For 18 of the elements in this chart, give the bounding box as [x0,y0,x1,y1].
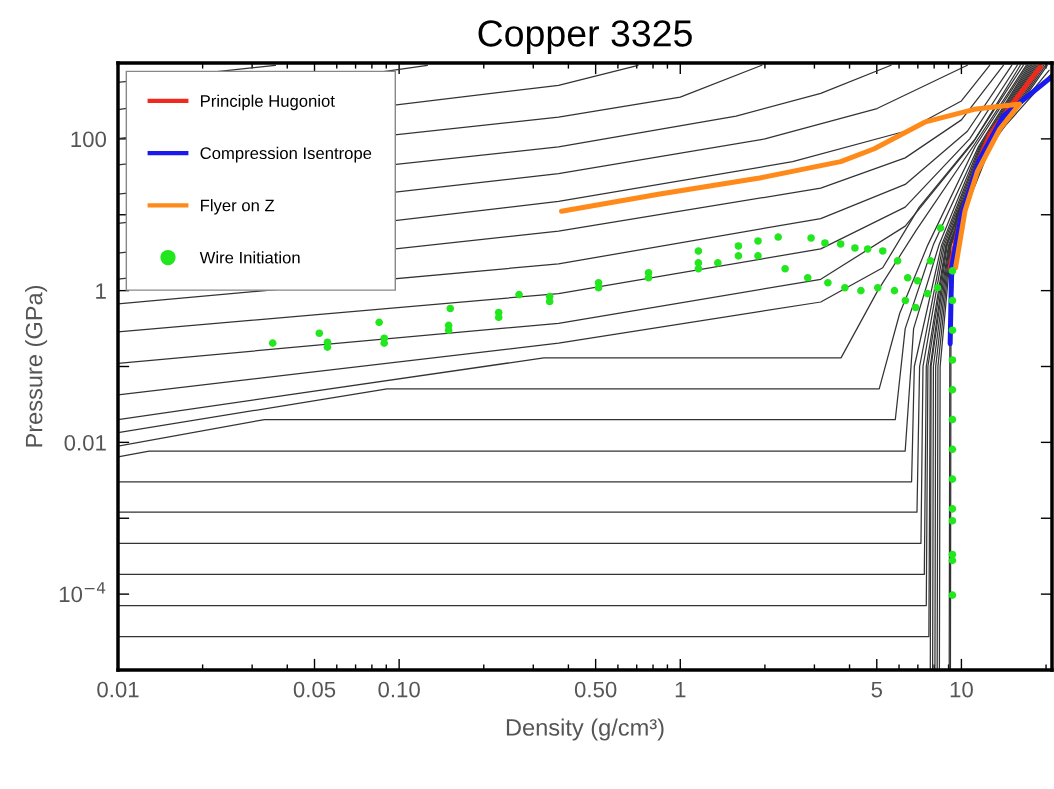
x-tick-label: 5 [871,681,883,698]
chart-title: Copper 3325 [478,20,692,55]
y-tick-label: 1 [96,283,106,299]
y-axis-title: Pressure (GPa) [25,285,48,447]
legend-label: Compression Isentrope [200,146,372,163]
y-tick-label: 0.01 [64,434,106,451]
x-tick-label: 10 [950,681,973,698]
x-tick-label: 0.01 [97,681,139,698]
x-axis-title: Density (g/cm³) [506,718,664,741]
x-tick-label: 0.05 [293,681,336,698]
y-tick-label: 10$^{−4}$ [59,582,106,603]
y-tick-label: 100 [71,131,107,148]
x-tick-label: 0.50 [574,681,617,698]
legend-label: Principle Hugoniot [201,94,335,111]
legend-label: Wire Initiation [199,251,300,264]
legend-label: Flyer on Z [201,199,275,215]
x-tick-label: 1 [675,681,686,698]
x-tick-label: 0.10 [378,681,420,698]
